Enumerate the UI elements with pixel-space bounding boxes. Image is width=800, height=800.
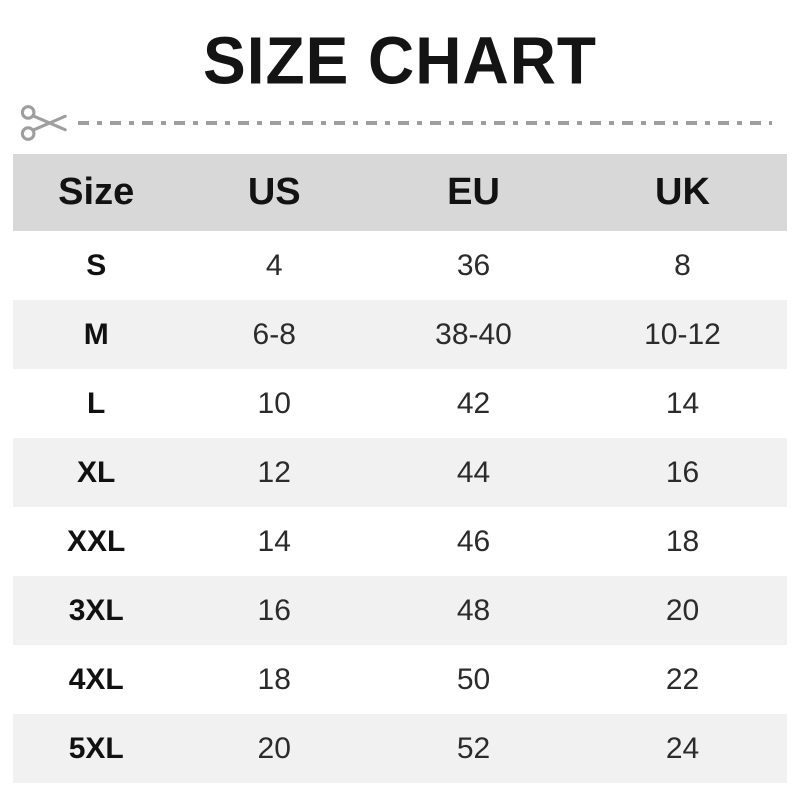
size-conversion-table: Size US EU UK S 4 36 8 M 6-8 38-40 10-12… [13,154,787,783]
eu-cell: 48 [456,593,491,627]
cut-line [20,100,772,146]
uk-cell: 22 [665,662,700,696]
table-row: L 10 42 14 [13,369,787,438]
table-row: 4XL 18 50 22 [13,645,787,714]
table-header-row: Size US EU UK [13,154,787,231]
size-cell: M [83,317,109,351]
column-header-us: US [179,154,370,231]
eu-cell: 52 [456,731,491,765]
eu-cell: 46 [456,524,491,558]
table-row: 3XL 16 48 20 [13,576,787,645]
uk-cell: 18 [665,524,700,558]
us-cell: 18 [257,662,291,696]
eu-cell: 50 [456,662,491,696]
us-cell: 12 [257,455,291,489]
size-cell: 3XL [68,593,124,627]
table-row: 5XL 20 52 24 [13,714,787,783]
uk-cell: 16 [665,455,700,489]
size-cell: 4XL [68,662,124,696]
us-cell: 6-8 [252,317,296,351]
uk-cell: 8 [674,248,691,282]
scissors-icon [20,105,67,141]
column-header-eu: EU [369,154,578,231]
size-cell: S [86,248,107,282]
eu-cell: 36 [456,248,491,282]
column-header-uk: UK [578,154,787,231]
dashed-cut-line [78,121,772,125]
size-cell: L [87,386,106,420]
table-row: XXL 14 46 18 [13,507,787,576]
eu-cell: 42 [456,386,491,420]
size-cell: XXL [67,524,126,558]
uk-cell: 14 [665,386,700,420]
uk-cell: 24 [665,731,700,765]
table-row: XL 12 44 16 [13,438,787,507]
us-cell: 20 [257,731,291,765]
size-cell: XL [77,455,116,489]
eu-cell: 44 [456,455,491,489]
table-row: S 4 36 8 [13,231,787,300]
eu-cell: 38-40 [435,317,512,351]
us-cell: 10 [257,386,291,420]
uk-cell: 20 [665,593,700,627]
column-header-size: Size [13,154,180,231]
size-cell: 5XL [68,731,124,765]
table-row: M 6-8 38-40 10-12 [13,300,787,369]
us-cell: 16 [257,593,291,627]
uk-cell: 10-12 [644,317,721,351]
page-title: SIZE CHART [203,23,597,98]
us-cell: 4 [265,248,283,282]
us-cell: 14 [257,524,291,558]
